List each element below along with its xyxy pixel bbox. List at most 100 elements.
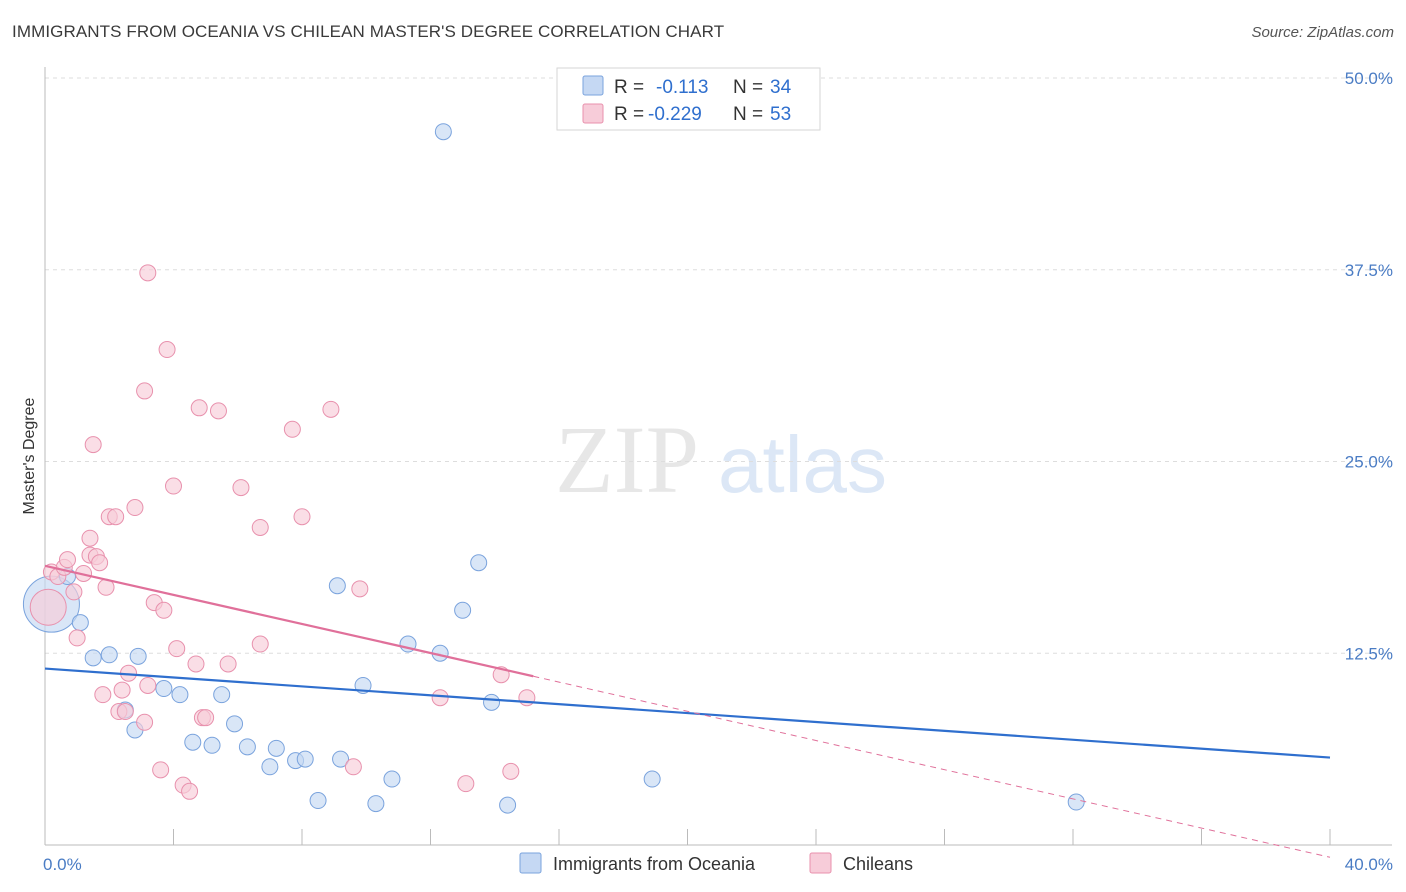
oceania-point-18 <box>296 750 314 768</box>
chileans-point-31 <box>168 640 186 658</box>
oceania-point-23 <box>367 795 385 813</box>
chileans-point-38 <box>209 402 227 420</box>
legend-swatch-chileans <box>582 103 604 124</box>
chileans-point-28 <box>155 601 173 619</box>
chileans-point-48 <box>431 689 449 707</box>
chileans-point-5 <box>65 583 83 601</box>
chileans-point-51 <box>502 762 520 780</box>
series-chileans-points <box>29 264 536 800</box>
oceania-point-10 <box>184 733 202 751</box>
chileans-point-37 <box>197 709 215 727</box>
chileans-point-27 <box>152 761 170 779</box>
oceania-point-4 <box>100 646 118 664</box>
y-axis-title: Master's Degree <box>21 397 38 514</box>
legend-n-value-2: 53 <box>770 104 791 125</box>
oceania-point-31 <box>499 796 517 814</box>
chileans-point-41 <box>251 518 269 536</box>
chileans-point-13 <box>94 686 112 704</box>
oceania-point-33 <box>1067 793 1085 811</box>
chileans-point-16 <box>107 508 125 526</box>
legend-r-value-1: -0.113 <box>656 77 708 98</box>
oceania-point-28 <box>454 601 472 619</box>
series-legend-label-chileans: Chileans <box>843 854 913 874</box>
y-tick-label-1: 25.0% <box>1345 453 1393 472</box>
x-tick-label-1: 40.0% <box>1345 855 1393 874</box>
chileans-point-39 <box>219 655 237 673</box>
oceania-point-27 <box>434 123 452 141</box>
chileans-point-23 <box>136 713 154 731</box>
chileans-point-29 <box>158 341 176 359</box>
oceania-point-19 <box>309 792 327 810</box>
chileans-point-19 <box>116 703 134 721</box>
oceania-point-14 <box>238 738 256 756</box>
chileans-point-43 <box>283 420 301 438</box>
oceania-point-8 <box>155 680 173 698</box>
legend-swatch-oceania <box>582 75 604 96</box>
chileans-point-49 <box>457 775 475 793</box>
chileans-point-9 <box>81 529 99 547</box>
chileans-point-10 <box>84 436 102 454</box>
chileans-point-18 <box>113 681 131 699</box>
source-credit: Source: ZipAtlas.com <box>1251 24 1394 41</box>
chileans-point-4 <box>58 551 76 569</box>
legend-r-label-2: R = <box>614 104 644 125</box>
chileans-point-30 <box>165 477 182 495</box>
series-legend-label-oceania: Immigrants from Oceania <box>553 854 756 874</box>
y-tick-label-0: 12.5% <box>1345 644 1393 663</box>
oceania-point-29 <box>470 554 488 572</box>
watermark-atlas: atlas <box>718 420 887 509</box>
legend-n-value-1: 34 <box>770 77 792 98</box>
chileans-point-35 <box>190 399 208 417</box>
oceania-point-13 <box>226 715 244 733</box>
legend-n-label-2: N = <box>733 104 763 125</box>
chileans-point-45 <box>322 400 340 418</box>
watermark-zip: ZIP <box>555 406 699 513</box>
series-legend-swatch-chileans <box>809 852 832 874</box>
oceania-point-3 <box>84 649 102 667</box>
oceania-point-32 <box>643 770 661 788</box>
chileans-point-47 <box>351 580 369 598</box>
trend-lines <box>44 564 1331 858</box>
chileans-point-34 <box>187 655 205 673</box>
chileans-point-22 <box>136 382 154 400</box>
chileans-point-33 <box>181 782 199 800</box>
tick-labels: 12.5% 25.0% 37.5% 50.0% 0.0% 40.0% <box>43 69 1393 874</box>
chileans-point-0 <box>29 588 67 626</box>
oceania-point-30 <box>483 693 501 711</box>
oceania-point-2 <box>71 614 89 632</box>
chileans-point-21 <box>126 499 144 517</box>
oceania-point-11 <box>203 736 221 754</box>
grid-lines <box>45 77 1392 654</box>
stats-legend: R = -0.113 N = 34 R = -0.229 N = 53 <box>556 67 821 131</box>
oceania-trend-line <box>44 667 1331 759</box>
axes <box>44 67 1392 846</box>
y-tick-label-2: 37.5% <box>1345 261 1393 280</box>
oceania-point-21 <box>332 750 350 768</box>
oceania-point-7 <box>129 647 147 665</box>
chileans-point-12 <box>91 554 109 572</box>
chileans-point-40 <box>232 479 250 497</box>
chileans-trend-extension <box>533 675 1331 858</box>
legend-r-value-2: -0.229 <box>648 104 702 125</box>
oceania-point-24 <box>383 770 401 788</box>
oceania-point-15 <box>261 758 279 776</box>
legend-n-label-1: N = <box>733 77 763 98</box>
series-oceania-points <box>22 123 1085 814</box>
chart-title: IMMIGRANTS FROM OCEANIA VS CHILEAN MASTE… <box>12 22 725 41</box>
chileans-trend-line <box>44 564 534 678</box>
chileans-point-46 <box>344 758 362 776</box>
chileans-point-25 <box>139 676 157 694</box>
chileans-point-44 <box>293 508 311 526</box>
watermark: ZIP atlas <box>555 406 887 513</box>
series-legend: Immigrants from Oceania Chileans <box>519 852 913 874</box>
oceania-point-16 <box>267 739 285 757</box>
y-tick-label-3: 50.0% <box>1345 69 1393 88</box>
series-legend-swatch-oceania <box>519 852 542 874</box>
chileans-point-6 <box>68 629 86 647</box>
oceania-point-9 <box>171 686 189 704</box>
chileans-point-24 <box>139 264 157 282</box>
chileans-point-42 <box>251 635 269 653</box>
legend-r-label-1: R = <box>614 77 644 98</box>
oceania-point-20 <box>328 577 346 595</box>
